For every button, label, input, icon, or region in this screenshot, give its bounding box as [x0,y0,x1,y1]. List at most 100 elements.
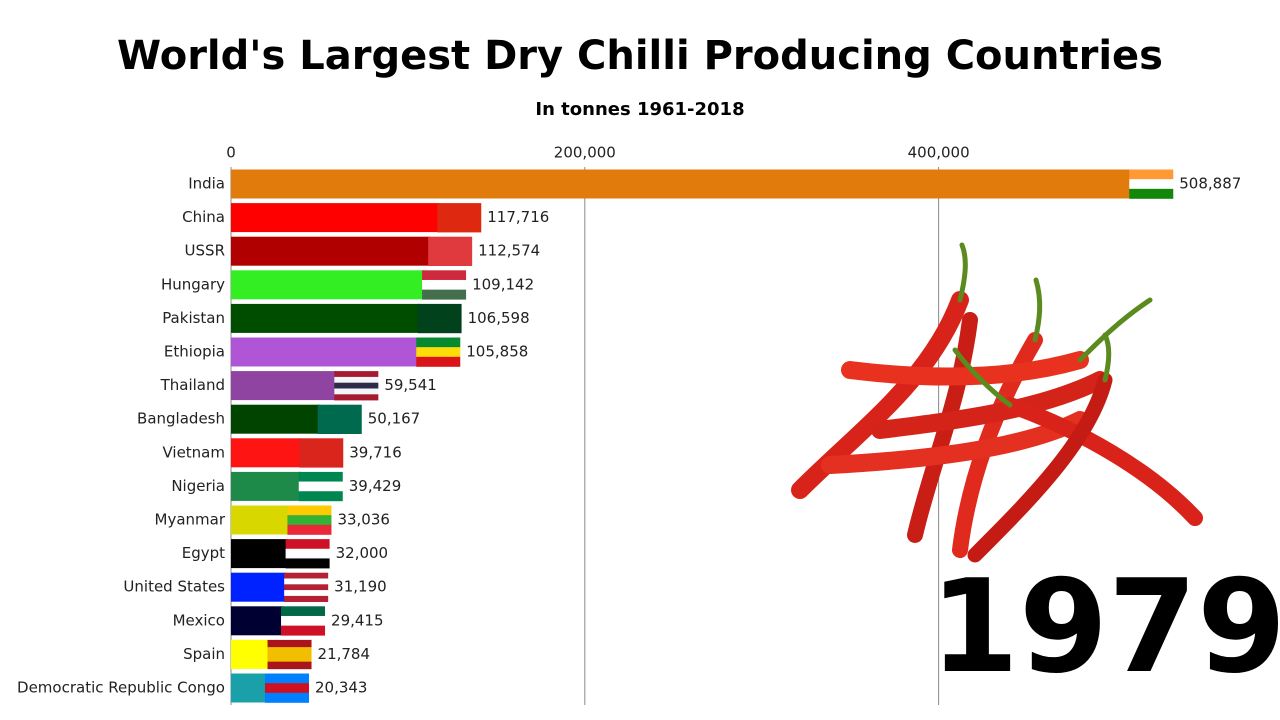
flag [264,673,309,703]
flag-stripe [334,394,379,401]
flag-stripe [417,303,462,334]
value-label: 105,858 [466,343,528,361]
bar [231,236,431,266]
flag-stripe [287,524,332,535]
value-label: 106,598 [468,309,530,327]
category-label: Myanmar [155,511,226,529]
bar [231,673,267,703]
bar [231,404,320,434]
flag [287,505,332,535]
flag-stripe [298,491,343,502]
flag-stripe [267,661,312,670]
bar [231,471,301,501]
flag-stripe [298,471,343,482]
flag-stripe [267,647,312,655]
x-tick-label: 200,000 [554,144,616,162]
category-label: Thailand [160,376,225,394]
flag [299,438,344,468]
flag [284,572,329,602]
bar [231,606,284,636]
value-label: 39,716 [349,443,402,461]
flag-stripe [416,337,461,348]
flag-stripe [281,606,326,617]
flag-stripe [287,515,332,526]
value-label: 31,190 [334,578,387,596]
flag [416,337,461,367]
chart-subtitle: In tonnes 1961-2018 [535,99,744,120]
category-label: Mexico [173,611,225,629]
chilli [841,351,1089,386]
flag-stripe [284,578,329,585]
year-label: 1979 [930,553,1280,702]
x-tick-label: 400,000 [908,144,970,162]
flag-stripe [264,673,309,684]
bars: India 508,887 China 117,716 USSR 112,574 Hunga… [17,169,1241,703]
flag [428,236,473,266]
category-label: Vietnam [162,443,225,461]
bar [231,572,287,602]
flag-stripe [285,558,330,569]
category-label: Bangladesh [137,410,225,428]
value-label: 33,036 [337,511,390,529]
flag-stripe [264,683,309,694]
flag-stripe [287,505,332,516]
flag-stripe [267,654,312,662]
flag-stripe [284,590,329,597]
bar [231,337,419,367]
flag [317,404,362,434]
flag [267,639,312,670]
flag-stripe [285,539,330,550]
flag-stripe [1129,188,1174,199]
category-label: Nigeria [171,477,225,495]
flag [334,371,379,401]
category-label: China [182,208,225,226]
flag [281,606,326,636]
stem [1032,277,1043,343]
bar [231,169,1132,199]
value-label: 21,784 [318,645,371,663]
flag-stripe [284,572,329,579]
value-label: 112,574 [478,242,540,260]
stem [1077,297,1153,363]
chilli-image [791,242,1203,563]
category-label: USSR [185,242,225,260]
flag-stripe [334,382,379,389]
flag-stripe [422,289,467,300]
chart-title: World's Largest Dry Chilli Producing Cou… [117,33,1163,79]
flag-stripe [422,270,467,281]
flag-stripe [298,481,343,492]
flag [422,270,467,300]
category-label: Hungary [161,275,225,293]
flag-stripe [437,203,482,233]
flag [298,471,343,502]
chilli [1002,397,1203,526]
flag-stripe [416,347,461,358]
chilli [871,371,1109,439]
flag-stripe [285,548,330,559]
value-label: 109,142 [472,275,534,293]
flag-stripe [422,279,467,290]
category-label: Democratic Republic Congo [17,679,225,697]
stem [952,347,1013,408]
category-label: Spain [183,645,225,663]
flag-stripe [1129,169,1174,180]
flag [437,203,482,233]
flag-stripe [334,376,379,383]
category-label: United States [123,578,225,596]
x-tick-label: 0 [226,144,236,162]
chilli [907,312,978,543]
bar [231,203,440,233]
category-label: Pakistan [162,309,225,327]
flag [1129,169,1174,199]
value-label: 39,429 [349,477,402,495]
value-label: 117,716 [487,208,549,226]
bar [231,303,420,333]
category-label: India [188,175,225,193]
value-label: 20,343 [315,679,368,697]
stem [1102,332,1112,383]
flag-stripe [1129,179,1174,190]
flag-stripe [284,595,329,602]
stem [957,242,968,303]
value-label: 508,887 [1179,175,1241,193]
value-label: 32,000 [336,544,389,562]
